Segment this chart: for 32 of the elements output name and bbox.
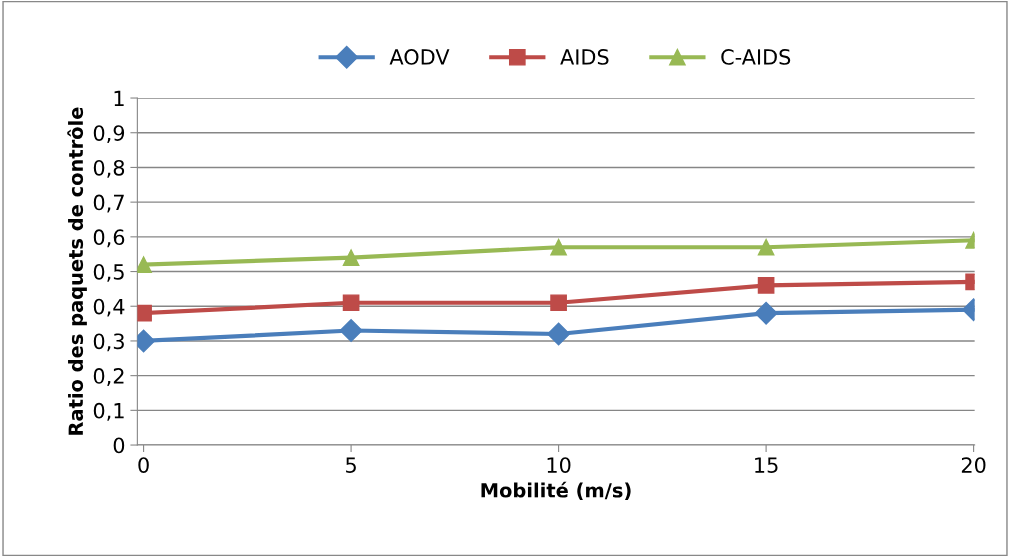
y-tick-label: 0,8 [93,159,125,178]
x-tick-label: 10 [547,457,571,473]
y-axis-title: Ratio des paquets de contrôle [67,107,87,435]
point [339,319,363,343]
point [342,294,360,312]
point [547,322,571,346]
legend-label: AIDS [560,49,609,65]
point [137,256,152,273]
y-tick-label: 0,3 [93,333,124,352]
legend-label: C-AIDS [721,49,791,65]
y-tick-label: 0,7 [93,194,124,213]
point [137,304,152,322]
point [754,301,778,325]
x-tick-label: 15 [755,457,778,473]
point [550,238,567,256]
y-tick-label: 0,5 [93,263,124,282]
y-tick-label: 0,4 [93,298,125,317]
y-tick-label: 0 [113,437,125,454]
x-tick-label: 0 [138,457,149,473]
x-tick-label: 5 [346,457,356,473]
y-tick-label: 0,2 [93,368,124,386]
legend-label: AODV [389,49,450,65]
y-tick-label: 0,1 [93,402,124,421]
point [550,294,567,312]
point [757,277,775,294]
point [757,238,775,256]
y-tick-label: 0,6 [93,229,125,248]
x-axis-title: Mobilité (m/s) [481,481,631,500]
y-tick-label: 0,9 [93,125,125,144]
x-tick-label: 20 [961,457,986,473]
y-tick-label: 1 [114,90,124,106]
point [342,249,360,266]
